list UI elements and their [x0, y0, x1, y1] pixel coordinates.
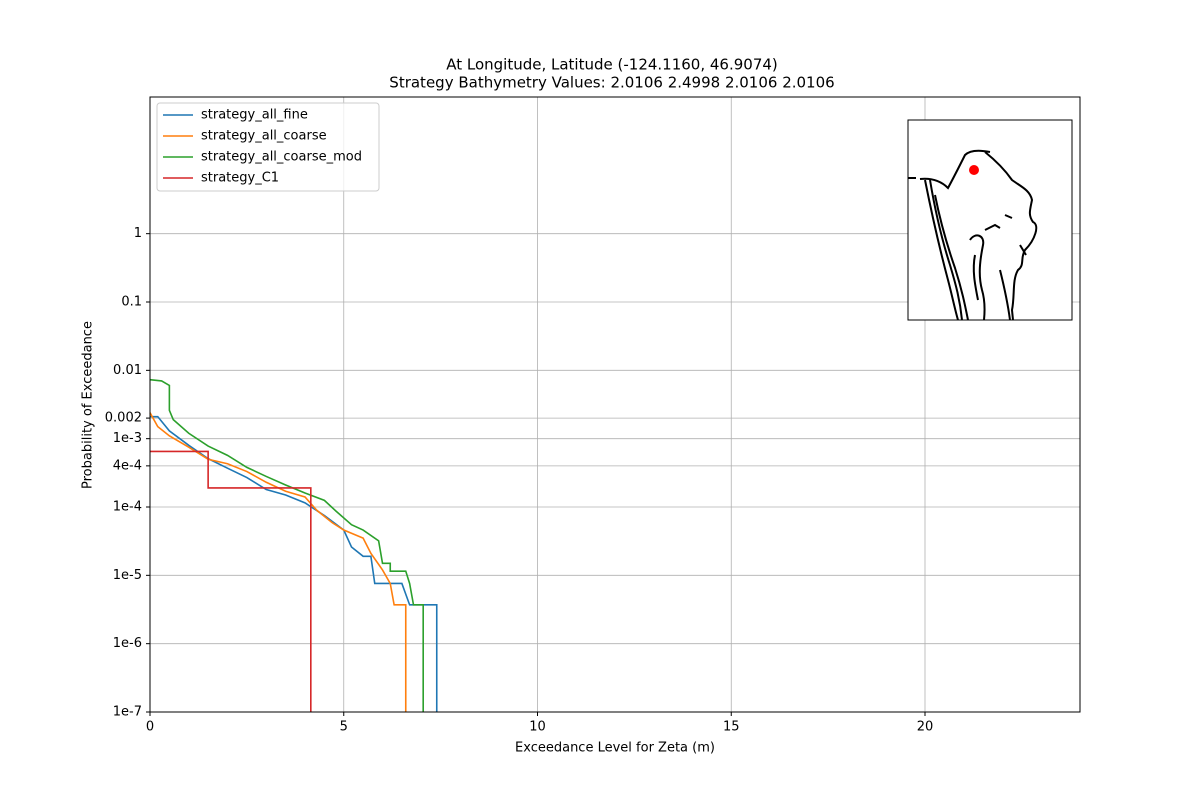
y-tick-label: 1e-4	[113, 500, 142, 515]
series-line	[150, 415, 438, 712]
x-tick-label: 20	[917, 720, 934, 735]
x-tick-label: 5	[340, 720, 348, 735]
legend-label: strategy_C1	[201, 171, 279, 186]
chart-subtitle: Strategy Bathymetry Values: 2.0106 2.499…	[389, 74, 834, 92]
inset-frame	[907, 119, 1073, 321]
x-axis-label: Exceedance Level for Zeta (m)	[515, 741, 715, 756]
y-tick-label: 1e-5	[113, 568, 142, 583]
series-line	[150, 450, 312, 712]
coastline	[908, 149, 1038, 321]
chart-title: At Longitude, Latitude (-124.1160, 46.90…	[446, 56, 778, 74]
inset-map	[907, 119, 1073, 321]
x-tick-label: 0	[146, 720, 154, 735]
y-tick-label: 4e-4	[113, 458, 142, 473]
y-tick-label: 0.1	[121, 295, 142, 310]
legend-box	[156, 102, 380, 192]
legend-label: strategy_all_coarse_mod	[201, 150, 362, 165]
y-tick-label: 1e-7	[113, 705, 142, 720]
series-line	[149, 378, 424, 712]
y-tick-label: 1e-6	[113, 636, 142, 651]
legend-label: strategy_all_coarse	[201, 129, 327, 144]
location-marker	[969, 165, 979, 175]
x-tick-label: 15	[723, 720, 740, 735]
y-axis-label: Probability of Exceedance	[81, 321, 96, 489]
y-tick-label: 1e-3	[113, 431, 142, 446]
x-tick-label: 10	[529, 720, 546, 735]
legend-label: strategy_all_fine	[201, 108, 308, 123]
plot-frame	[149, 96, 1081, 713]
y-tick-label: 0.002	[105, 411, 142, 426]
y-tick-label: 1	[134, 226, 142, 241]
y-tick-label: 0.01	[113, 363, 142, 378]
